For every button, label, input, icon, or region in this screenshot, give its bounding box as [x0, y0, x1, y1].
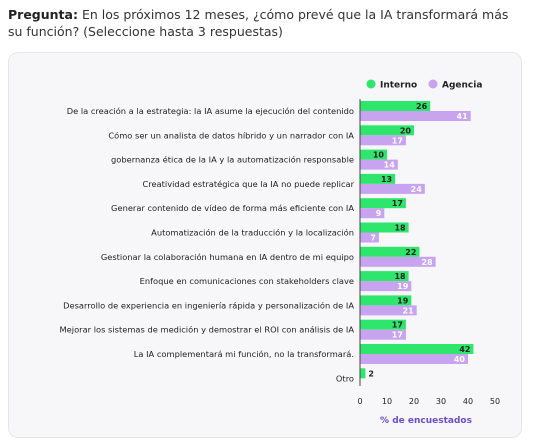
legend: Interno Agencia — [366, 79, 482, 91]
bar-interno — [360, 198, 406, 209]
legend-label-interno: Interno — [380, 81, 417, 91]
data-label-interno: 42 — [459, 345, 470, 354]
bar-agencia — [360, 281, 412, 292]
bar-agencia — [360, 256, 436, 267]
bar-interno — [360, 101, 431, 111]
bar-interno — [360, 246, 420, 257]
bar-interno — [360, 222, 409, 233]
x-tick-label: 30 — [436, 397, 446, 406]
bar-interno — [360, 319, 406, 330]
x-tick-label: 0 — [357, 397, 362, 406]
data-label-agencia: 40 — [454, 355, 466, 364]
data-label-interno: 22 — [405, 248, 416, 257]
bar-interno — [360, 173, 396, 184]
category-label: Cómo ser un analista de datos híbrido y … — [108, 130, 354, 140]
chart-card: Interno Agencia De la creación a la estra… — [8, 52, 522, 438]
bar-agencia — [360, 159, 398, 170]
data-label-interno: 2 — [368, 369, 374, 378]
data-label-interno: 18 — [394, 224, 406, 233]
bar-agencia — [360, 305, 417, 316]
legend-marker-interno — [366, 79, 376, 89]
question-prefix: Pregunta: — [8, 7, 78, 22]
bar-interno — [360, 125, 414, 136]
x-axis-title: % de encuestados — [380, 416, 472, 426]
data-label-agencia: 14 — [384, 161, 396, 170]
bar-agencia — [360, 135, 406, 146]
question-text: Pregunta: En los próximos 12 meses, ¿cóm… — [8, 6, 518, 40]
data-label-agencia: 9 — [376, 209, 382, 218]
data-label-interno: 26 — [416, 102, 428, 111]
data-label-agencia: 17 — [392, 136, 403, 145]
data-label-interno: 19 — [397, 296, 409, 305]
data-label-agencia: 41 — [457, 112, 469, 121]
data-label-agencia: 24 — [411, 185, 423, 194]
bar-interno — [360, 344, 474, 354]
data-label-interno: 17 — [392, 199, 403, 208]
category-label: Desarrollo de experiencia en ingeniería … — [63, 300, 354, 310]
question-body: En los próximos 12 meses, ¿cómo prevé qu… — [8, 7, 509, 39]
data-label-interno: 10 — [373, 151, 385, 160]
x-axis: 0 10 20 30 40 50 % de encuestados — [357, 99, 500, 426]
bar-agencia — [360, 232, 379, 243]
category-label: La IA complementará mi función, no la tr… — [134, 349, 354, 359]
data-label-agencia: 21 — [403, 306, 415, 315]
x-tick-label: 50 — [490, 397, 500, 406]
category-label: Mejorar los sistemas de medición y demos… — [60, 325, 355, 335]
category-label: Enfoque en comunicaciones con stakeholde… — [140, 276, 354, 286]
bar-agencia — [360, 183, 425, 194]
category-label: De la creación a la estrategia: la IA as… — [67, 106, 354, 116]
bar-interno — [360, 149, 387, 160]
bar-agencia — [360, 208, 385, 219]
bar-interno — [360, 271, 409, 282]
data-label-agencia: 28 — [421, 258, 433, 267]
data-label-interno: 13 — [381, 175, 392, 184]
legend-label-agencia: Agencia — [442, 81, 482, 91]
bar-interno — [360, 295, 412, 306]
category-label: Gestionar la colaboración humana en IA d… — [101, 252, 354, 262]
category-label: gobernanza ética de la IA y la automatiz… — [111, 155, 354, 165]
bar-chart: Interno Agencia De la creación a la estra… — [60, 79, 500, 426]
bar-agencia — [360, 354, 468, 364]
category-label: Generar contenido de vídeo de forma más … — [111, 203, 354, 213]
bar-agencia — [360, 329, 406, 340]
bar-interno — [360, 368, 366, 379]
legend-marker-agencia — [428, 79, 438, 89]
data-label-interno: 18 — [394, 272, 406, 281]
data-label-agencia: 17 — [392, 331, 403, 340]
plot-area: De la creación a la estrategia: la IA as… — [60, 101, 474, 383]
category-label: Creatividad estratégica que la IA no pue… — [142, 179, 354, 189]
x-tick-label: 20 — [409, 397, 419, 406]
x-tick-label: 10 — [382, 397, 392, 406]
category-label: Otro — [336, 373, 354, 383]
category-label: Automatización de la traducción y la loc… — [151, 228, 354, 238]
data-label-agencia: 19 — [397, 282, 409, 291]
bar-agencia — [360, 111, 471, 121]
x-tick-label: 40 — [463, 397, 473, 406]
data-label-interno: 20 — [400, 126, 412, 135]
data-label-interno: 17 — [392, 321, 403, 330]
data-label-agencia: 7 — [370, 234, 376, 243]
